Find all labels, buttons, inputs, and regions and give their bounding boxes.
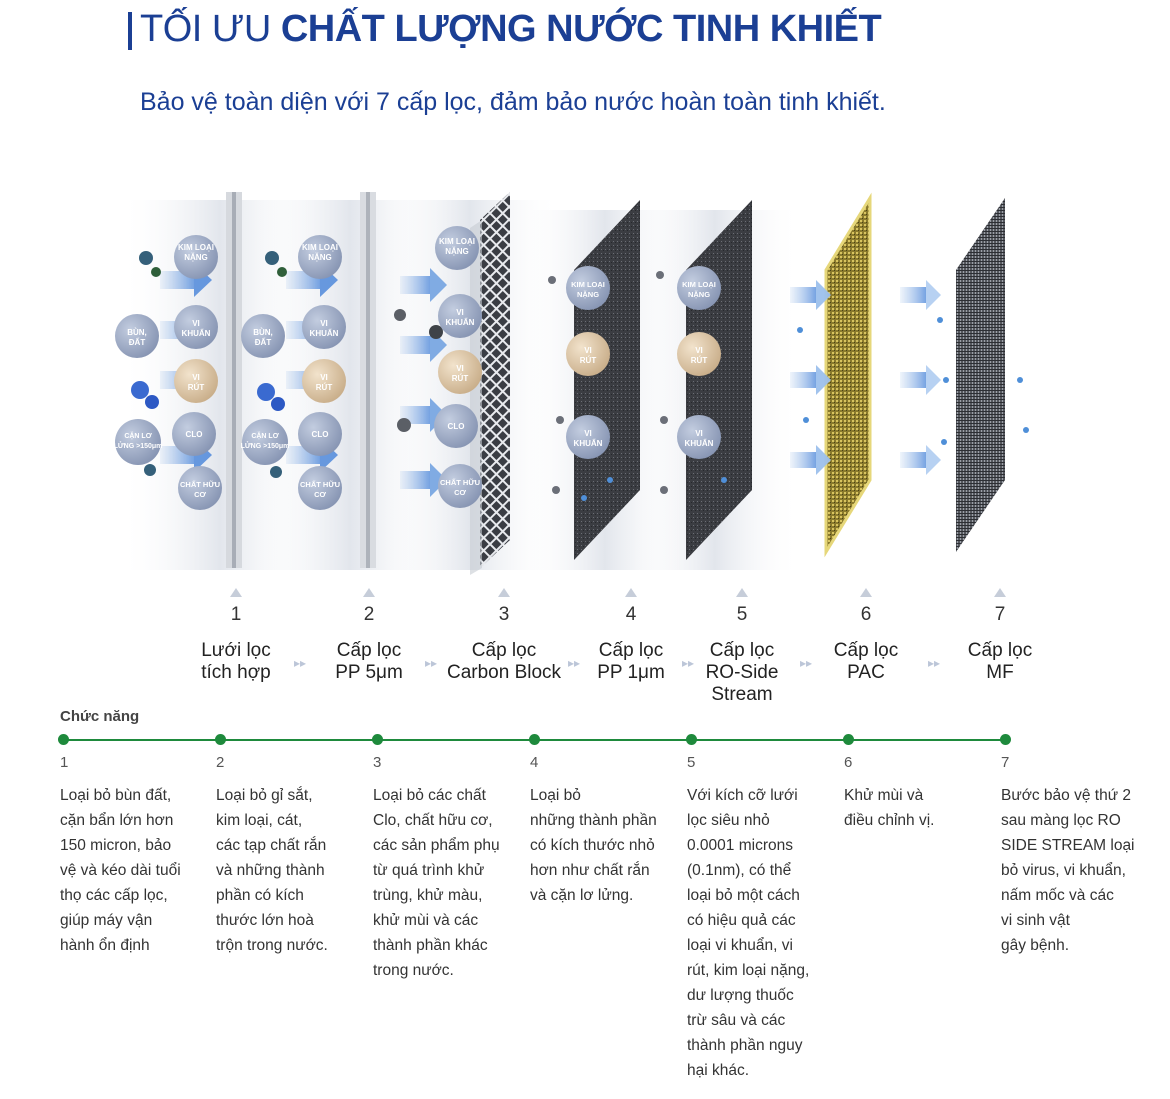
contaminants-stage-2: KIM LOẠI NẶNG VI KHUẨN BÙN, ĐẤT VI RÚT CLO C… <box>241 235 346 510</box>
title-accent-bar <box>128 12 132 50</box>
stage-4-label: Cấp lọc PP 1μm <box>597 640 665 683</box>
chevron-right-icon: ▸▸ <box>682 656 695 670</box>
function-3-description: Loại bỏ các chất Clo, chất hữu cơ, các s… <box>373 787 500 979</box>
stage-4-number: 4 <box>625 604 637 625</box>
title-light: TỐI ƯU <box>140 8 271 50</box>
timeline-dot-7 <box>1000 734 1011 745</box>
function-2-description: Loại bỏ gỉ sắt, kim loại, cát, các tạp c… <box>216 787 328 954</box>
function-1-description: Loại bỏ bùn đất, cặn bẩn lớn hơn 150 mic… <box>60 787 181 954</box>
function-7-description: Bước bảo vệ thứ 2 sau màng lọc RO SIDE S… <box>1001 787 1135 954</box>
bubble-mud <box>115 314 159 358</box>
filter-stages-diagram: KIM LOẠI NẶNG VI KHUẨN BÙN, ĐẤT VI RÚT CLO C… <box>114 192 1029 575</box>
bubble-chlorine <box>172 412 216 456</box>
page-title: TỐI ƯU CHẤT LƯỢNG NƯỚC TINH KHIẾT <box>140 8 882 51</box>
function-5-number: 5 <box>687 754 696 771</box>
stage-5-label: Cấp lọc RO-Side Stream <box>705 640 779 705</box>
chevron-right-icon: ▸▸ <box>294 656 307 670</box>
contaminants-stage-3: KIM LOẠI NẶNG VI KHUẨN VI RÚT CLO CHẤT HỮU C… <box>434 226 482 508</box>
bubble-bacteria <box>174 305 218 349</box>
bubble-virus <box>174 359 218 403</box>
contaminants-stage-5: KIM LOẠI NẶNG VI RÚT VI KHUẨN <box>677 266 721 459</box>
stage-3-label: Cấp lọc Carbon Block <box>446 640 562 683</box>
function-6-description: Khử mùi và điều chỉnh vị. <box>844 787 935 829</box>
function-4-number: 4 <box>530 754 539 771</box>
chevron-right-icon: ▸▸ <box>425 656 438 670</box>
stage-4-marker <box>625 588 637 597</box>
stage-3-marker <box>498 588 510 597</box>
stage-5-number: 5 <box>736 604 748 625</box>
stage-1-label: Lưới lọc tích hợp <box>201 640 271 683</box>
stage-6-number: 6 <box>860 604 872 625</box>
bubble-suspended <box>115 419 161 465</box>
bubble-label: KIM LOẠI NẶNG <box>178 243 214 262</box>
function-5-description: Với kích cỡ lưới lọc siêu nhỏ 0.0001 mic… <box>687 787 810 1079</box>
timeline-dot-4 <box>529 734 540 745</box>
svg-text:BÙN,ĐẤT: BÙN, ĐẤT <box>253 328 273 347</box>
stage-2-marker <box>363 588 375 597</box>
stage-2-label: Cấp lọc PP 5μm <box>335 640 403 683</box>
timeline-dot-5 <box>686 734 697 745</box>
timeline-dot-3 <box>372 734 383 745</box>
svg-text:CLO: CLO <box>186 430 203 439</box>
stage-2-number: 2 <box>363 604 375 625</box>
stage-7-label: Cấp lọc MF <box>967 640 1033 683</box>
timeline-dot-6 <box>843 734 854 745</box>
filter-plate-1 <box>226 192 242 568</box>
function-3-number: 3 <box>373 754 382 771</box>
function-6-number: 6 <box>844 754 853 771</box>
stage-3-number: 3 <box>498 604 510 625</box>
bubble-heavy-metal <box>174 235 218 279</box>
function-1-number: 1 <box>60 754 69 771</box>
contaminants-stage-1: KIM LOẠI NẶNG VI KHUẨN BÙN, ĐẤT VI RÚT CLO C… <box>114 235 222 510</box>
stage-6-marker <box>860 588 872 597</box>
page-subtitle: Bảo vệ toàn diện với 7 cấp lọc, đảm bảo … <box>140 88 886 116</box>
function-2-number: 2 <box>216 754 225 771</box>
timeline-dot-1 <box>58 734 69 745</box>
stage-1-number: 1 <box>230 604 242 625</box>
filter-plate-6 <box>824 192 872 558</box>
stage-7-marker <box>994 588 1006 597</box>
filter-plate-3 <box>480 192 510 568</box>
title-bold: CHẤT LƯỢNG NƯỚC TINH KHIẾT <box>280 8 882 50</box>
stage-5-marker <box>736 588 748 597</box>
svg-text:CLO: CLO <box>448 422 465 431</box>
stage-6-label: Cấp lọc PAC <box>833 640 899 683</box>
particles <box>131 251 1029 501</box>
svg-text:BÙN,ĐẤT: BÙN, ĐẤT <box>127 328 147 347</box>
filter-plate-7 <box>956 198 1005 552</box>
functions-heading: Chức năng <box>60 708 140 725</box>
svg-text:CLO: CLO <box>312 430 329 439</box>
bubble-organic <box>178 466 222 510</box>
stage-7-number: 7 <box>994 604 1006 625</box>
chevron-right-icon: ▸▸ <box>568 656 581 670</box>
chevron-right-icon: ▸▸ <box>800 656 813 670</box>
timeline-dot-2 <box>215 734 226 745</box>
function-4-description: Loại bỏ những thành phần có kích thước n… <box>530 787 657 904</box>
stage-1-marker <box>230 588 242 597</box>
filter-plate-2 <box>360 192 376 568</box>
chevron-right-icon: ▸▸ <box>928 656 941 670</box>
contaminants-stage-4: KIM LOẠI NẶNG VI RÚT VI KHUẨN <box>566 266 610 459</box>
function-7-number: 7 <box>1001 754 1010 771</box>
